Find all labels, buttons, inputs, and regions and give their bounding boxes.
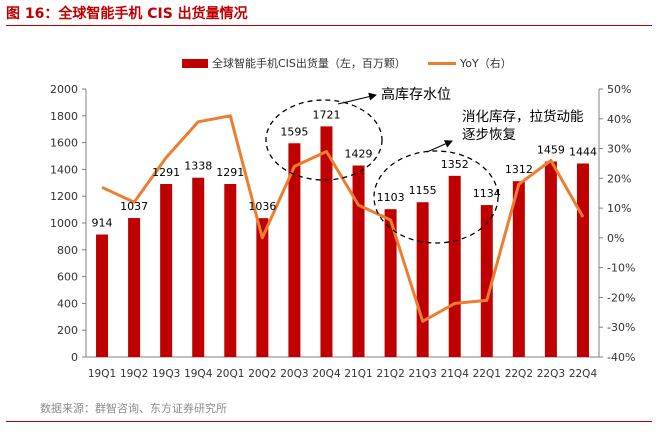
bar-value-label: 1459 [537, 143, 565, 156]
bar-22Q4 [576, 163, 589, 357]
bar-20Q2 [256, 218, 269, 357]
y-left-tick-label: 1800 [50, 110, 78, 123]
x-tick-label: 19Q2 [120, 368, 148, 380]
annotation-ellipse-destocking [373, 150, 499, 244]
bar-22Q1 [480, 205, 493, 357]
y-right-tick-label: -10% [607, 262, 635, 275]
bar-value-label: 1103 [377, 191, 405, 204]
annotation-arrow-destocking [426, 140, 453, 153]
bar-21Q2 [384, 209, 397, 357]
y-left-tick-label: 200 [57, 324, 78, 337]
figure-title: 图 16：全球智能手机 CIS 出货量情况 [6, 6, 248, 22]
y-left-ticks: 0 200 400 600 800 1000 1200 1400 1600 1800 2000 [50, 83, 86, 364]
y-right-tick-label: 30% [607, 143, 631, 156]
bar-value-labels: 914 1037 1291 1338 1291 1036 1595 1721 1429 1103 1… [92, 108, 597, 229]
bar-value-label: 1036 [248, 200, 276, 213]
y-left-tick-label: 1200 [50, 190, 78, 203]
y-right-tick-label: -40% [607, 351, 635, 364]
bar-21Q3 [416, 202, 429, 357]
y-right-tick-label: 0% [607, 232, 624, 245]
y-right-ticks: -40% -30% -20% -10% 0% 10% 20% 30% 40% 50% [599, 83, 635, 364]
x-tick-label: 22Q1 [473, 368, 501, 380]
bar-value-label: 1595 [280, 125, 308, 138]
bar-value-label: 1721 [312, 108, 340, 121]
bar-19Q1 [96, 234, 109, 357]
y-right-tick-label: 50% [607, 83, 631, 96]
x-tick-label: 20Q2 [248, 368, 276, 380]
x-tick-label: 22Q4 [569, 368, 598, 380]
bar-value-label: 1338 [184, 160, 212, 173]
source-note: 数据来源：群智咨询、东方证券研究所 [40, 402, 227, 415]
x-tick-label: 22Q2 [505, 368, 533, 380]
bar-value-label: 1429 [345, 148, 373, 161]
y-left-tick-label: 600 [57, 271, 78, 284]
x-tick-label: 21Q2 [376, 368, 404, 380]
bar-value-label: 1037 [120, 200, 148, 213]
annotation-destocking: 消化库存，拉货动能 逐步恢复 [373, 108, 584, 244]
legend-bar-swatch [182, 59, 208, 68]
y-right-tick-label: -30% [607, 321, 635, 334]
x-tick-label: 21Q1 [344, 368, 372, 380]
y-left-tick-label: 1600 [50, 137, 78, 150]
yoy-line [101, 114, 585, 323]
x-tick-label: 20Q1 [216, 368, 244, 380]
annotation-text-high-inventory: 高库存水位 [381, 86, 451, 103]
x-tick-label: 20Q3 [280, 368, 308, 380]
bar-20Q3 [288, 143, 301, 357]
bar-series [96, 126, 589, 357]
bar-value-label: 1134 [473, 187, 501, 200]
y-left-tick-label: 1400 [50, 163, 78, 176]
bar-21Q1 [352, 165, 365, 357]
bar-22Q3 [544, 161, 557, 357]
y-left-tick-label: 400 [57, 297, 78, 310]
bar-20Q1 [224, 184, 237, 357]
x-tick-label: 22Q3 [537, 368, 565, 380]
bar-19Q3 [160, 184, 173, 357]
legend-line-label: YoY（右） [459, 56, 512, 70]
bottom-divider [6, 421, 652, 422]
bar-value-label: 1352 [441, 158, 469, 171]
bar-value-label: 1444 [569, 146, 597, 159]
y-right-tick-label: 40% [607, 113, 631, 126]
annotation-text-destocking-line1: 消化库存，拉货动能 [462, 108, 584, 125]
y-left-tick-label: 2000 [50, 83, 78, 96]
legend: 全球智能手机CIS出货量（左，百万颗） YoY（右） [182, 56, 512, 70]
y-right-tick-label: -20% [607, 291, 635, 304]
x-tick-label: 19Q4 [184, 368, 213, 380]
x-tick-label: 20Q4 [312, 368, 341, 380]
annotation-arrow-high-inventory [337, 92, 377, 105]
y-right-tick-label: 20% [607, 172, 631, 185]
bar-21Q4 [448, 175, 461, 357]
x-tick-labels: 19Q1 19Q2 19Q3 19Q4 20Q1 20Q2 20Q3 20Q4 21Q1 21Q2… [88, 368, 598, 380]
y-left-tick-label: 0 [71, 351, 78, 364]
x-tick-label: 19Q3 [152, 368, 180, 380]
yoy-series [101, 114, 585, 323]
bar-19Q2 [128, 218, 141, 357]
bar-value-label: 914 [92, 217, 113, 230]
annotation-high-inventory: 高库存水位 [265, 86, 451, 181]
annotation-ellipse-high-inventory [265, 99, 383, 181]
y-left-tick-label: 800 [57, 244, 78, 257]
x-tick-label: 21Q3 [409, 368, 437, 380]
bar-value-label: 1291 [152, 166, 180, 179]
bar-20Q4 [320, 126, 333, 357]
title-divider [6, 25, 652, 26]
bar-value-label: 1155 [409, 184, 437, 197]
bar-value-label: 1312 [505, 163, 533, 176]
y-right-tick-label: 10% [607, 202, 631, 215]
legend-bar-label: 全球智能手机CIS出货量（左，百万颗） [212, 56, 406, 70]
x-tick-label: 21Q4 [441, 368, 470, 380]
chart: 全球智能手机CIS出货量（左，百万颗） YoY（右） 0 200 400 600 800… [50, 56, 635, 380]
y-left-tick-label: 1000 [50, 217, 78, 230]
annotation-text-destocking-line2: 逐步恢复 [462, 126, 516, 143]
bar-22Q2 [512, 181, 525, 357]
bar-value-label: 1291 [216, 166, 244, 179]
x-tick-label: 19Q1 [88, 368, 116, 380]
bar-19Q4 [192, 177, 205, 357]
